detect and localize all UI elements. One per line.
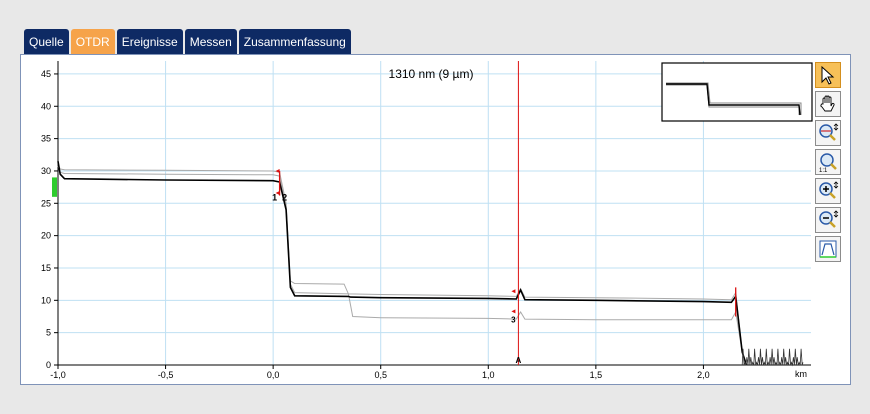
x-tick-label: -1,0 [50, 370, 66, 380]
otdr-trace-chart[interactable]: -1,0 -0,5 0,0 0,5 1,0 1,5 2,0 0 5 10 15 20 25 30 35 40 4… [21, 55, 852, 386]
tick-labels: -1,0 -0,5 0,0 0,5 1,0 1,5 2,0 0 5 10 15 20 25 30 35 40 4… [41, 69, 710, 380]
x-tick-label: 0,5 [374, 370, 387, 380]
tab-bar: Quelle OTDR Ereignisse Messen Zusammenfa… [24, 29, 351, 55]
y-tick-label: 45 [41, 69, 51, 79]
full-view-button[interactable] [815, 236, 841, 262]
y-tick-label: 35 [41, 134, 51, 144]
trace-reference [57, 164, 747, 366]
x-tick-label: 1,5 [590, 370, 603, 380]
zoom-in-icon [819, 181, 839, 199]
y-tick-label: 0 [46, 360, 51, 370]
trace-main [57, 161, 748, 366]
y-tick-label: 15 [41, 263, 51, 273]
y-tick-label: 10 [41, 295, 51, 305]
tab-otdr[interactable]: OTDR [70, 29, 115, 55]
axes [52, 61, 811, 369]
x-tick-label: 1,0 [482, 370, 495, 380]
y-tick-label: 25 [41, 198, 51, 208]
zoom-fit-button[interactable] [815, 120, 841, 146]
event-label-2: 2 [282, 193, 287, 203]
traces [57, 161, 804, 367]
launch-level-indicator [52, 177, 57, 197]
event-markers[interactable]: A 1 2 3 [272, 61, 737, 365]
event-label-3: 3 [511, 315, 516, 324]
y-tick-label: 5 [46, 328, 51, 338]
overview-inset[interactable] [661, 62, 813, 122]
x-axis-unit-label: km [795, 369, 807, 379]
event-marker-arrow [511, 289, 516, 294]
trace-noise-floor [741, 348, 804, 367]
zoom-fit-icon [819, 123, 839, 141]
event-marker-arrow [511, 309, 516, 314]
zoom-out-icon [819, 210, 839, 228]
otdr-panel: -1,0 -0,5 0,0 0,5 1,0 1,5 2,0 0 5 10 15 20 25 30 35 40 4… [20, 54, 851, 385]
trace-reference [57, 165, 747, 366]
x-tick-label: 2,0 [697, 370, 710, 380]
pointer-icon [821, 65, 835, 85]
zoom-out-button[interactable] [815, 207, 841, 233]
y-tick-label: 20 [41, 231, 51, 241]
pan-hand-icon [820, 95, 835, 112]
event-label-1: 1 [272, 193, 277, 203]
tab-messen[interactable]: Messen [184, 29, 237, 55]
chart-title: 1310 nm (9 µm) [389, 67, 474, 81]
full-view-icon [819, 240, 837, 258]
pan-tool-button[interactable] [815, 91, 841, 117]
zoom-1-1-button[interactable]: 1:1 [815, 149, 841, 175]
x-tick-label: 0,0 [267, 370, 280, 380]
event-marker-arrow [275, 168, 280, 173]
tab-quelle[interactable]: Quelle [24, 29, 69, 55]
cursor-a-label: A [516, 356, 522, 365]
y-tick-label: 40 [41, 101, 51, 111]
tab-zusammenfassung[interactable]: Zusammenfassung [238, 29, 351, 55]
overview-inset-traces [666, 82, 802, 116]
y-tick-label: 30 [41, 166, 51, 176]
event-marker-arrow [275, 190, 280, 195]
zoom-in-button[interactable] [815, 178, 841, 204]
tab-ereignisse[interactable]: Ereignisse [116, 29, 183, 55]
grid [57, 61, 811, 366]
chart-toolbar: 1:1 [815, 62, 845, 262]
svg-text:1:1: 1:1 [819, 168, 828, 173]
pointer-tool-button[interactable] [815, 62, 841, 88]
zoom-1-1-icon: 1:1 [819, 153, 837, 173]
x-tick-label: -0,5 [158, 370, 174, 380]
